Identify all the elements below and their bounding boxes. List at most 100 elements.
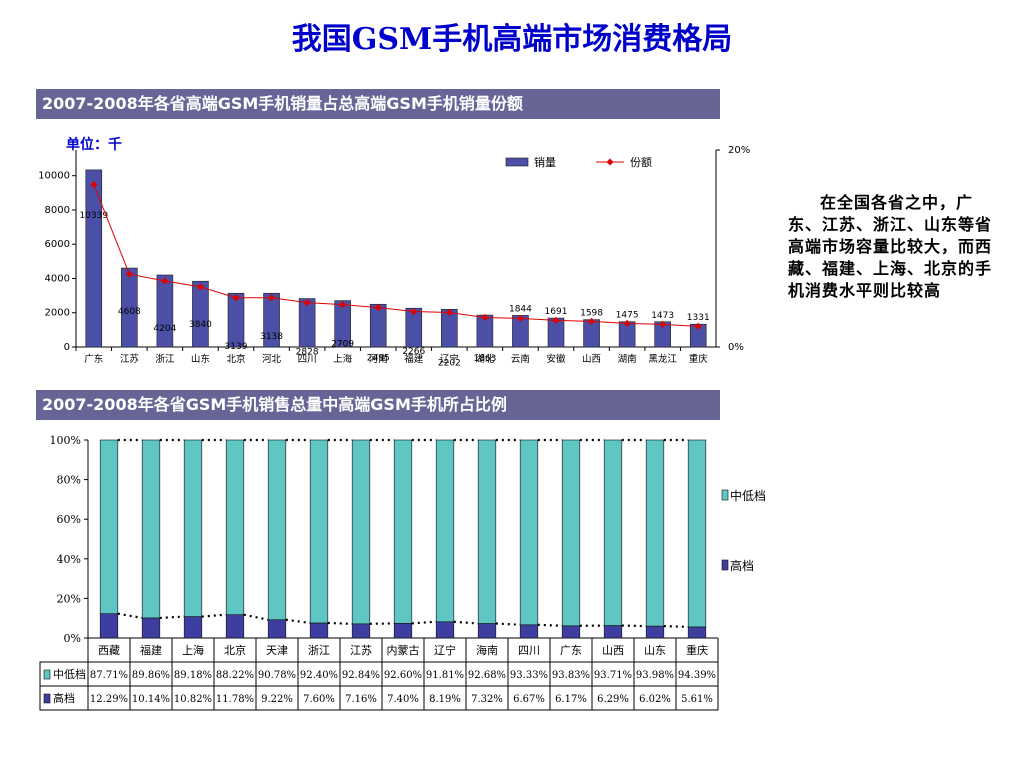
chart2-table-swatch-low — [43, 669, 51, 680]
chart2-table-category: 四川 — [518, 644, 540, 657]
chart1-x-tick-label: 云南 — [511, 353, 530, 365]
chart1-bar-data-label: 1844 — [509, 304, 532, 314]
chart1-left-tick-label: 4000 — [45, 273, 70, 284]
chart1-bar-line-chart: 0 2000 4000 6000 8000 10000 0% 20% 广东 10339 江苏 4608… — [38, 145, 750, 368]
chart1-share-point — [339, 301, 347, 309]
chart1-share-point — [303, 299, 311, 307]
chart1-left-tick-label: 6000 — [45, 239, 70, 250]
chart2-bar-high — [393, 623, 413, 639]
chart1-bar-data-label: 1475 — [616, 311, 639, 321]
chart1-bar-data-label: 2495 — [367, 353, 390, 363]
chart2-bar-high — [519, 624, 539, 639]
chart2-bar-high — [309, 622, 329, 639]
chart2-table-cell-low: 93.83% — [552, 670, 590, 681]
chart2-bar-low — [225, 439, 245, 615]
chart1-share-point — [552, 316, 560, 324]
chart1-share-point — [232, 294, 240, 302]
chart2-bar-low — [645, 439, 665, 627]
chart2-table-cell-low: 89.18% — [174, 670, 212, 681]
chart2-table-cell-high: 7.32% — [471, 694, 503, 705]
chart2-table-cell-high: 10.82% — [174, 694, 212, 705]
chart1-bar — [298, 298, 316, 348]
chart2-table-cell-high: 7.16% — [345, 694, 377, 705]
chart1-share-point — [161, 277, 169, 285]
chart1-bar-data-label: 1473 — [651, 311, 674, 321]
chart1-bar-data-label: 4204 — [153, 324, 176, 334]
chart2-bar-high — [141, 617, 161, 639]
chart1-bar-data-label: 1691 — [545, 307, 568, 317]
chart2-bar-high — [561, 625, 581, 639]
chart2-table-cell-low: 92.40% — [300, 670, 338, 681]
chart1-share-line — [93, 184, 699, 327]
chart2-legend-swatch-low — [721, 489, 729, 501]
chart2-legend-label-low: 中低档 — [730, 488, 766, 503]
chart2-legend-label-high: 高档 — [730, 558, 754, 573]
chart2-bar-high — [225, 614, 245, 639]
chart1-share-point — [374, 304, 382, 312]
chart1-bar — [85, 169, 103, 348]
chart1-bar-data-label: 1331 — [687, 313, 710, 323]
chart2-table-cell-high: 6.29% — [597, 694, 629, 705]
chart2-y-tick-label: 100% — [50, 434, 81, 447]
chart1-left-tick-label: 2000 — [45, 308, 70, 319]
chart1-x-tick-label: 湖南 — [618, 353, 637, 365]
chart1-bar-data-label: 3840 — [189, 320, 212, 330]
chart1-x-tick-label: 广东 — [84, 353, 103, 365]
chart1-x-tick-label: 四川 — [298, 354, 317, 365]
chart1-bar-data-label: 2202 — [438, 358, 461, 368]
chart1-x-tick-label: 黑龙江 — [648, 353, 677, 365]
chart2-table-category: 天津 — [266, 644, 288, 657]
chart2-bar-low — [141, 439, 161, 619]
chart2-legend-swatch-high — [721, 559, 729, 571]
chart2-bar-low — [393, 439, 413, 624]
chart2-table-category: 西藏 — [98, 644, 120, 657]
chart1-x-tick-label: 上海 — [333, 353, 353, 365]
chart2-table-cell-low: 93.71% — [594, 670, 632, 681]
chart2-table-cell-low: 88.22% — [216, 670, 254, 681]
chart1-bar-data-label: 10339 — [79, 211, 108, 221]
chart1-x-tick-label: 河北 — [262, 353, 282, 365]
chart1-share-point — [659, 320, 667, 328]
chart1-bar — [192, 280, 209, 348]
chart2-table-cell-low: 93.98% — [636, 670, 674, 681]
chart2-bar-low — [99, 439, 119, 614]
chart2-table-cell-high: 6.67% — [513, 694, 545, 705]
chart1-x-tick-label: 河南 — [369, 353, 388, 365]
chart1-share-point — [268, 294, 276, 302]
chart1-bar — [227, 292, 245, 348]
chart2-y-tick-label: 80% — [57, 474, 81, 487]
chart2-y-tick-label: 0% — [64, 632, 81, 645]
chart1-bar-data-label: 3138 — [260, 332, 283, 342]
chart1-x-tick-label: 重庆 — [689, 353, 709, 365]
chart1-share-point — [410, 308, 418, 316]
chart1-left-tick-label: 10000 — [38, 171, 70, 182]
chart1-right-tick-label: 20% — [728, 145, 750, 156]
chart2-bar-low — [519, 439, 539, 626]
side-commentary: 在全国各省之中，广东、江苏、浙江、山东等省高端市场容量比较大，而西藏、福建、上海… — [788, 193, 993, 300]
chart1-bar — [334, 300, 351, 348]
chart2-table-cell-low: 87.71% — [90, 670, 128, 681]
chart2-bar-low — [267, 439, 287, 621]
chart2-table-cell-low: 89.86% — [132, 670, 170, 681]
chart2-table-cell-high: 11.78% — [216, 694, 254, 705]
chart2-table-cell-low: 92.60% — [384, 670, 422, 681]
chart1-x-tick-label: 辽宁 — [440, 353, 459, 365]
chart2-table-category: 山东 — [644, 644, 666, 657]
chart2-table-category: 福建 — [140, 643, 162, 657]
chart1-x-tick-label: 湖北 — [475, 354, 495, 365]
chart2-table-category: 内蒙古 — [387, 643, 420, 657]
chart2-bar-low — [351, 439, 371, 625]
chart1-x-tick-label: 山西 — [582, 354, 601, 365]
chart2-table-cell-high: 8.19% — [429, 694, 461, 705]
chart2-bar-high — [645, 625, 665, 639]
chart1-share-point — [588, 317, 596, 325]
chart2-bar-high — [687, 626, 707, 639]
chart2-bar-low — [687, 439, 707, 628]
chart2-y-tick-label: 40% — [57, 553, 81, 566]
chart2-bar-low — [561, 439, 581, 627]
unit-label: 单位：千 — [66, 137, 122, 153]
chart1-x-tick-label: 北京 — [226, 353, 245, 365]
chart2-stacked-bar-chart: 0% 20% 40% 60% 80% 100% 西藏 87.71% 12.29% 福建 89.86%… — [39, 434, 766, 711]
chart2-bar-high — [267, 619, 287, 639]
chart1-bar-data-label: 2709 — [331, 340, 354, 350]
